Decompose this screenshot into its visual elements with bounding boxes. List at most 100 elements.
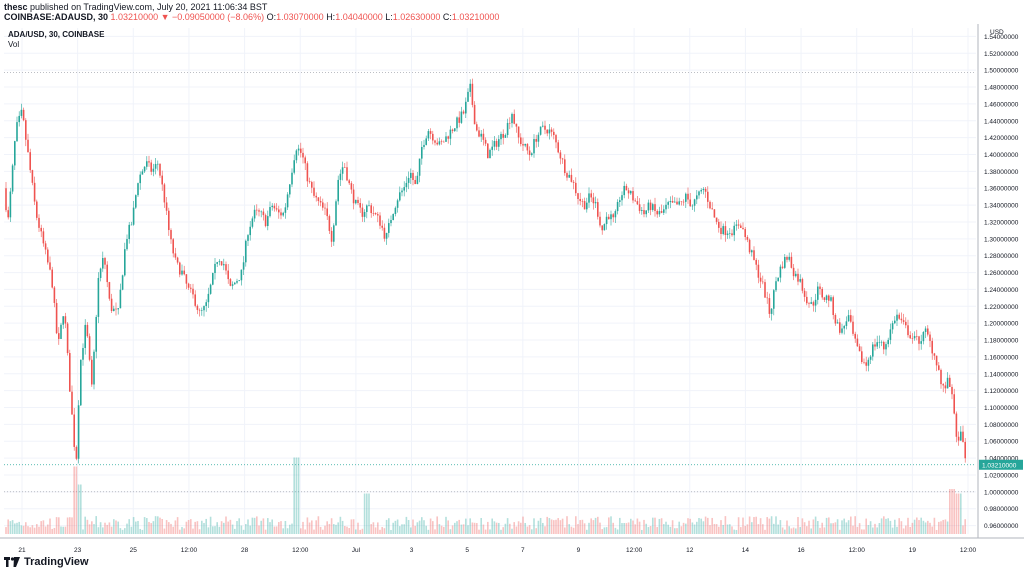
volume-bar xyxy=(326,521,328,534)
candle-body xyxy=(326,208,328,217)
volume-bar xyxy=(205,518,207,534)
volume-bar xyxy=(885,518,887,534)
volume-bar xyxy=(253,517,256,534)
volume-bar xyxy=(119,528,122,534)
volume-bar xyxy=(229,519,232,534)
candle-body xyxy=(456,117,458,129)
candle-body xyxy=(187,283,190,288)
candle-body xyxy=(557,142,559,153)
candle-body xyxy=(170,230,172,240)
candle-body xyxy=(407,177,410,183)
volume-bar xyxy=(544,526,546,534)
candle-body xyxy=(421,146,423,159)
candle-body xyxy=(31,170,34,183)
volume-bar xyxy=(770,516,773,534)
y-tick-label: 0.96000000 xyxy=(984,523,1019,530)
legend-volume[interactable]: Vol xyxy=(8,40,20,49)
candle-body xyxy=(119,289,122,309)
volume-bar xyxy=(25,522,27,534)
volume-bar xyxy=(86,519,89,534)
candle-body xyxy=(462,111,465,114)
volume-bar xyxy=(751,522,753,534)
candle-body xyxy=(401,190,403,193)
volume-bar xyxy=(146,518,148,534)
price-chart[interactable]: 1.54000000 1.52000000 1.50000000 1.48000000… xyxy=(0,24,1024,554)
volume-bar xyxy=(467,525,469,534)
volume-bar xyxy=(51,528,53,534)
candle-body xyxy=(445,136,447,142)
volume-bar xyxy=(817,521,819,534)
volume-bar xyxy=(357,522,359,534)
volume-bar xyxy=(779,520,782,534)
candle-body xyxy=(253,209,256,219)
candle-body xyxy=(53,287,56,303)
candle-body xyxy=(18,115,20,123)
x-tick-label: 12:00 xyxy=(626,547,643,554)
candle-body xyxy=(295,150,298,161)
volume-bar xyxy=(383,528,386,534)
candle-body xyxy=(278,209,280,213)
tradingview-footer[interactable]: TradingView xyxy=(4,556,89,568)
candle-body xyxy=(11,165,14,192)
candle-body xyxy=(205,302,207,307)
candle-body xyxy=(869,356,872,360)
volume-bar xyxy=(33,527,36,534)
volume-bar xyxy=(438,524,441,534)
candle-body xyxy=(891,323,894,330)
volume-bar xyxy=(680,526,683,534)
volume-bar xyxy=(403,524,405,534)
volume-bar xyxy=(14,523,16,534)
candle-body xyxy=(594,202,597,204)
candle-body xyxy=(394,207,397,214)
candle-body xyxy=(196,305,199,310)
candle-body xyxy=(168,210,170,231)
y-tick-label: 1.48000000 xyxy=(984,85,1019,92)
volume-bar xyxy=(856,526,859,534)
volume-bar xyxy=(179,529,181,534)
candle-body xyxy=(480,133,482,137)
candle-body xyxy=(258,210,260,212)
candle-body xyxy=(711,208,713,210)
candle-body xyxy=(590,193,592,198)
y-tick-label: 1.08000000 xyxy=(984,422,1019,429)
candle-body xyxy=(245,240,247,263)
candle-body xyxy=(836,322,839,324)
volume-bar xyxy=(790,528,793,534)
volume-bar xyxy=(344,525,346,534)
candle-body xyxy=(179,262,181,275)
volume-bar xyxy=(192,528,194,534)
candle-body xyxy=(577,193,579,199)
volume-bar xyxy=(181,527,183,534)
candle-body xyxy=(333,225,335,242)
volume-bar xyxy=(929,522,931,534)
volume-bar xyxy=(898,518,900,534)
candle-body xyxy=(247,235,249,241)
candle-body xyxy=(7,210,9,218)
volume-bar xyxy=(425,525,427,534)
candle-body xyxy=(315,195,317,198)
volume-bar xyxy=(172,526,174,534)
candle-body xyxy=(223,264,225,266)
candle-body xyxy=(141,171,144,175)
candle-body xyxy=(946,377,949,389)
volume-bar xyxy=(493,521,496,534)
volume-bar xyxy=(927,520,929,534)
candle-body xyxy=(696,195,698,200)
volume-bar xyxy=(548,518,551,534)
candle-body xyxy=(564,159,566,174)
volume-bar xyxy=(348,528,350,534)
volume-bar xyxy=(542,522,544,534)
candle-body xyxy=(88,336,91,360)
volume-bar xyxy=(388,518,390,534)
candle-body xyxy=(29,152,31,171)
candle-body xyxy=(546,129,548,134)
y-tick-label: 1.16000000 xyxy=(984,354,1019,361)
candle-body xyxy=(806,296,808,304)
candle-body xyxy=(702,188,705,191)
candle-body xyxy=(451,129,454,131)
volume-bar xyxy=(337,522,339,534)
candle-body xyxy=(471,83,474,105)
legend-symbol[interactable]: ADA/USD, 30, COINBASE xyxy=(8,30,105,39)
volume-bar xyxy=(227,521,229,534)
volume-bar xyxy=(42,520,45,534)
